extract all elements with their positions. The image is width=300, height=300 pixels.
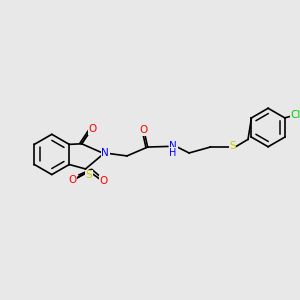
Text: N: N xyxy=(101,148,109,158)
Text: S: S xyxy=(229,141,236,151)
Text: O: O xyxy=(69,175,77,185)
Text: N: N xyxy=(169,141,177,152)
Text: S: S xyxy=(86,170,92,181)
Text: H: H xyxy=(169,148,177,158)
Text: O: O xyxy=(139,125,147,135)
Text: O: O xyxy=(99,176,107,186)
Text: Cl: Cl xyxy=(290,110,300,120)
Text: O: O xyxy=(88,124,96,134)
